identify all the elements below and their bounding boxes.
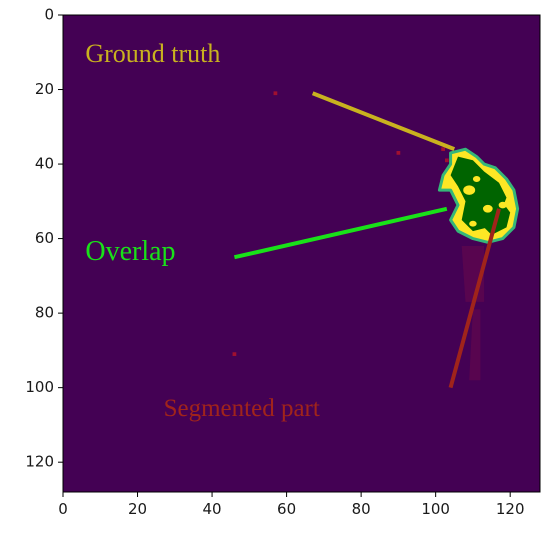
x-tick-label-40: 40 [203,500,222,518]
plot-area: Ground truth Overlap Segmented part [62,14,541,493]
annotation-label-ground-truth: Ground truth [85,39,220,68]
x-tick-label-80: 80 [352,500,371,518]
x-tick-label-120: 120 [496,500,525,518]
x-tick-label-60: 60 [277,500,296,518]
y-tick-label-0: 0 [44,6,54,24]
y-tick-label-120: 120 [25,453,54,471]
ground-truth-spot-4 [469,220,477,227]
noise-point-1 [441,147,445,152]
ground-truth-spot-1 [482,204,493,213]
y-tick-label-40: 40 [35,155,54,173]
annotation-label-overlap: Overlap [85,236,175,267]
noise-point-4 [444,158,449,163]
annotation-line-ground-truth [311,91,456,152]
x-tick-label-0: 0 [58,500,68,518]
ground-truth-spot-3 [498,201,507,209]
noise-point-0 [396,151,401,155]
annotation-line-overlap [233,206,448,260]
annotation-line-segmented-part [448,208,501,389]
noise-point-2 [232,352,237,356]
noise-point-3 [273,91,278,96]
ground-truth-spot-2 [472,175,481,182]
plot-frame [62,14,541,493]
y-tick-label-100: 100 [25,378,54,396]
ground-truth-spot-0 [463,185,476,195]
segmented-noise-points [232,91,449,356]
annotations: Ground truth Overlap Segmented part [85,39,501,422]
y-tick-label-80: 80 [35,304,54,322]
x-axis: 0 20 40 60 80 100 120 [58,492,525,518]
segmented-faint-region-1 [469,309,481,381]
x-tick-label-100: 100 [421,500,450,518]
x-tick-label-20: 20 [128,500,147,518]
heatmap-background [63,15,540,492]
y-tick-label-20: 20 [35,80,54,98]
y-tick-label-60: 60 [35,229,54,247]
y-axis: 0 20 40 60 80 100 120 [25,6,63,471]
annotation-label-segmented-part: Segmented part [164,395,320,422]
